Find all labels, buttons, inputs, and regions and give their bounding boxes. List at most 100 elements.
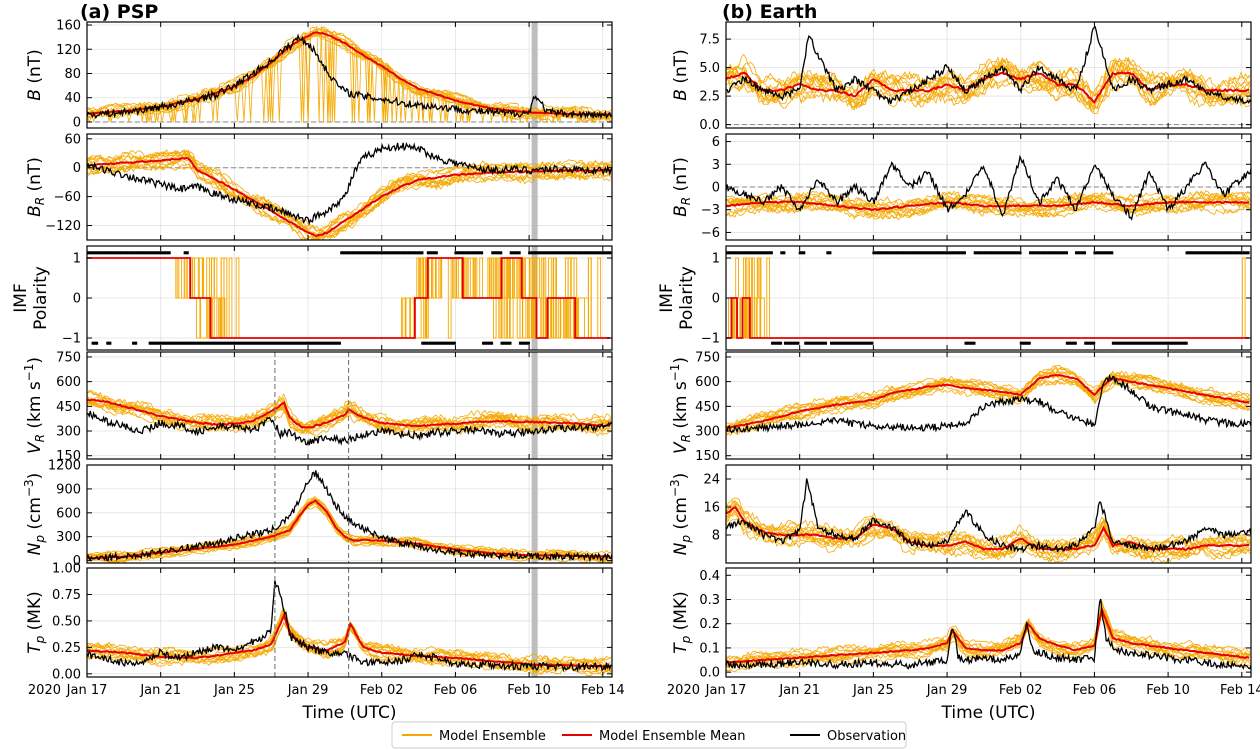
observation-marker-positive — [511, 251, 514, 255]
observation-marker-positive — [183, 251, 186, 255]
observation-marker-positive — [894, 251, 897, 255]
observation-marker-positive — [979, 251, 982, 255]
y-label-subscript: R — [33, 197, 47, 205]
observation-marker-negative — [1114, 341, 1117, 345]
observation-marker-negative — [1122, 341, 1125, 345]
observation-marker-positive — [150, 251, 154, 255]
observation-marker-negative — [1120, 341, 1123, 345]
observation-marker-positive — [923, 251, 927, 255]
panel-data — [87, 352, 612, 459]
y-tick-label: 150 — [56, 449, 81, 464]
observation-marker-positive — [1232, 251, 1235, 255]
panel-frame — [86, 567, 613, 678]
observation-marker-positive — [591, 251, 594, 255]
observation-marker-positive — [592, 251, 596, 255]
observation-marker-positive — [93, 251, 96, 255]
observation-marker-positive — [457, 251, 460, 255]
observation-marker-negative — [487, 341, 491, 345]
observation-marker-positive — [570, 251, 574, 255]
observation-marker-negative — [303, 341, 306, 345]
ensemble-member-line — [726, 190, 1251, 220]
observation-marker-positive — [781, 251, 784, 255]
observation-marker-negative — [313, 341, 316, 345]
observation-marker-positive — [1217, 251, 1221, 255]
y-axis-label: Np (cm−3) — [22, 473, 47, 556]
observation-line — [87, 580, 612, 673]
observation-marker-positive — [134, 251, 137, 255]
observation-marker-positive — [94, 251, 98, 255]
y-axis-label: VR (km s−1) — [668, 357, 693, 454]
observation-marker-positive — [547, 251, 550, 255]
observation-marker-negative — [94, 341, 97, 345]
observation-marker-negative — [482, 341, 485, 345]
observation-marker-negative — [207, 341, 210, 345]
observation-marker-negative — [319, 341, 322, 345]
observation-marker-positive — [470, 251, 473, 255]
y-axis-label-line2: Polarity — [31, 266, 51, 330]
observation-marker-negative — [774, 341, 777, 345]
observation-marker-positive — [1106, 251, 1109, 255]
y-tick-label: 40 — [64, 91, 81, 106]
ensemble-member-line — [726, 368, 1250, 428]
panel-frame — [86, 133, 613, 241]
observation-marker-positive — [763, 251, 766, 255]
observation-marker-negative — [278, 341, 281, 345]
observation-marker-negative — [287, 341, 290, 345]
observation-marker-negative — [441, 341, 445, 345]
observation-marker-positive — [431, 251, 434, 255]
observation-marker-negative — [262, 341, 265, 345]
observation-marker-positive — [1188, 251, 1191, 255]
observation-line — [726, 154, 1251, 221]
observation-marker-positive — [1033, 251, 1036, 255]
observation-marker-positive — [962, 251, 965, 255]
observation-marker-negative — [436, 341, 439, 345]
observation-marker-positive — [1238, 251, 1241, 255]
observation-marker-positive — [885, 251, 888, 255]
observation-marker-positive — [400, 251, 403, 255]
observation-marker-positive — [726, 251, 729, 255]
observation-marker-positive — [918, 251, 921, 255]
observation-marker-negative — [335, 341, 338, 345]
y-label-symbol: B — [671, 89, 691, 101]
observation-marker-positive — [434, 251, 437, 255]
observation-marker-negative — [831, 341, 834, 345]
observation-marker-negative — [431, 341, 434, 345]
observation-marker-negative — [322, 341, 325, 345]
ensemble-member-line — [726, 53, 1250, 109]
y-label-subscript: p — [33, 535, 47, 544]
observation-marker-positive — [1198, 251, 1201, 255]
observation-marker-positive — [428, 251, 431, 255]
observation-marker-positive — [597, 251, 600, 255]
observation-marker-negative — [841, 341, 844, 345]
observation-marker-positive — [761, 251, 765, 255]
observation-marker-negative — [524, 341, 527, 345]
observation-marker-negative — [1125, 341, 1128, 345]
observation-marker-negative — [151, 341, 154, 345]
observation-marker-positive — [915, 251, 918, 255]
observation-marker-positive — [937, 251, 940, 255]
observation-marker-negative — [973, 341, 976, 345]
observation-marker-negative — [855, 341, 858, 345]
observation-marker-negative — [1169, 341, 1172, 345]
observation-marker-positive — [185, 251, 188, 255]
observation-marker-negative — [198, 341, 201, 345]
observation-marker-positive — [498, 251, 501, 255]
observation-marker-negative — [1074, 341, 1077, 345]
observation-marker-positive — [950, 251, 953, 255]
observation-marker-positive — [600, 251, 603, 255]
observation-marker-positive — [1109, 251, 1112, 255]
y-axis-label: Tp (MK) — [25, 591, 47, 654]
y-tick-label: 1 — [73, 252, 81, 267]
observation-marker-negative — [191, 341, 194, 345]
observation-marker-negative — [290, 341, 293, 345]
observation-marker-positive — [405, 251, 408, 255]
observation-marker-positive — [932, 251, 935, 255]
observation-marker-positive — [550, 251, 553, 255]
observation-marker-negative — [175, 341, 178, 345]
observation-line — [87, 141, 612, 226]
y-tick-label: 6 — [712, 135, 720, 150]
observation-marker-positive — [363, 251, 366, 255]
observation-marker-negative — [297, 341, 300, 345]
observation-marker-positive — [906, 251, 909, 255]
y-label-close: ) — [671, 473, 691, 480]
